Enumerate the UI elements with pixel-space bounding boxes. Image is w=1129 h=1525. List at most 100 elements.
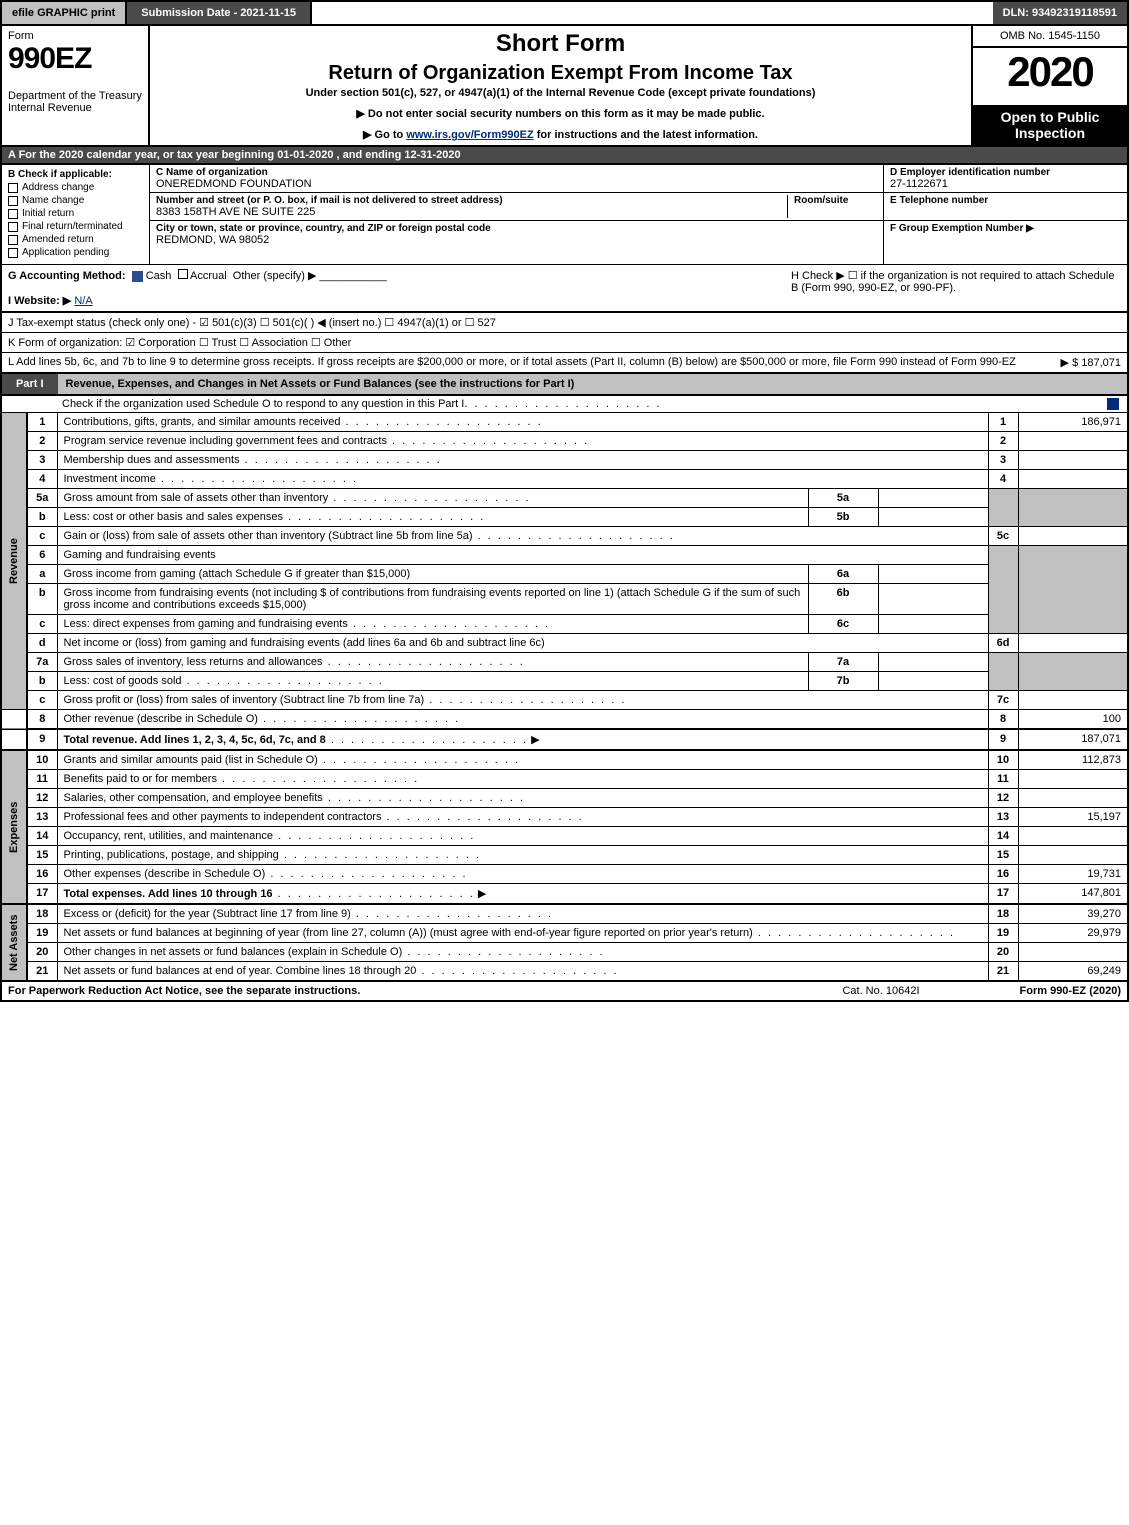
sub-amt (878, 489, 988, 508)
org-name: ONEREDMOND FOUNDATION (156, 178, 877, 190)
chk-application-pending[interactable]: Application pending (8, 247, 143, 258)
row-a-taxyear: A For the 2020 calendar year, or tax yea… (0, 147, 1129, 165)
chk-final-return[interactable]: Final return/terminated (8, 221, 143, 232)
line-amt: 15,197 (1018, 808, 1128, 827)
l-text: L Add lines 5b, 6c, and 7b to line 9 to … (8, 356, 1053, 369)
line-text: Net assets or fund balances at beginning… (57, 924, 988, 943)
arrow-icon: ▶ (478, 888, 486, 900)
line-num: 3 (27, 451, 57, 470)
line-text: Other changes in net assets or fund bala… (57, 943, 988, 962)
line-box: 19 (988, 924, 1018, 943)
line-text: Total revenue. Add lines 1, 2, 3, 4, 5c,… (57, 729, 988, 750)
line-amt (1018, 451, 1128, 470)
chk-amended-return[interactable]: Amended return (8, 234, 143, 245)
line-amt: 19,731 (1018, 865, 1128, 884)
line-amt (1018, 634, 1128, 653)
org-city: REDMOND, WA 98052 (156, 234, 877, 246)
f-group-cell: F Group Exemption Number ▶ (884, 221, 1127, 248)
gray-cell (1018, 546, 1128, 634)
submission-date-button[interactable]: Submission Date - 2021-11-15 (127, 2, 312, 24)
line-box: 13 (988, 808, 1018, 827)
footer-formid: Form 990-EZ (2020) (1020, 985, 1121, 997)
line-amt (1018, 470, 1128, 489)
line-text: Less: cost of goods sold (57, 672, 808, 691)
short-form-title: Short Form (158, 30, 963, 58)
footer-catno: Cat. No. 10642I (842, 985, 919, 997)
line-box: 20 (988, 943, 1018, 962)
sub-box: 6c (808, 615, 878, 634)
h-schedule-b: H Check ▶ ☐ if the organization is not r… (791, 269, 1121, 307)
goto-suffix: for instructions and the latest informat… (534, 129, 758, 141)
form-header: Form 990EZ Department of the Treasury In… (0, 26, 1129, 147)
ein-value: 27-1122671 (890, 178, 1121, 190)
line-amt (1018, 846, 1128, 865)
sub-amt (878, 508, 988, 527)
chk-initial-return[interactable]: Initial return (8, 208, 143, 219)
line-num: b (27, 508, 57, 527)
line-num: 9 (27, 729, 57, 750)
checkbox-icon[interactable] (178, 269, 188, 279)
d-label: D Employer identification number (890, 167, 1121, 178)
gray-cell (988, 653, 1018, 691)
l-amount: ▶ $ 187,071 (1053, 356, 1121, 369)
line-box: 15 (988, 846, 1018, 865)
line-amt (1018, 827, 1128, 846)
checkbox-icon (8, 222, 18, 232)
part1-title: Revenue, Expenses, and Changes in Net As… (58, 374, 1127, 394)
chk-name-change[interactable]: Name change (8, 195, 143, 206)
line-num: 6 (27, 546, 57, 565)
line-amt: 29,979 (1018, 924, 1128, 943)
line-text: Occupancy, rent, utilities, and maintena… (57, 827, 988, 846)
line-amt: 69,249 (1018, 962, 1128, 982)
line-text: Gain or (loss) from sale of assets other… (57, 527, 988, 546)
line-box: 4 (988, 470, 1018, 489)
form-number: 990EZ (8, 42, 142, 76)
gh-row: G Accounting Method: Cash Accrual Other … (0, 264, 1129, 313)
line-num: b (27, 672, 57, 691)
top-bar: efile GRAPHIC print Submission Date - 20… (0, 0, 1129, 26)
part1-header: Part I Revenue, Expenses, and Changes in… (0, 374, 1129, 396)
website-link[interactable]: N/A (74, 295, 92, 307)
gray-cell (1018, 653, 1128, 691)
g-accounting: G Accounting Method: Cash Accrual Other … (8, 269, 791, 307)
room-label: Room/suite (794, 195, 877, 206)
sub-box: 7b (808, 672, 878, 691)
line-amt (1018, 691, 1128, 710)
form-word: Form (8, 30, 142, 42)
line-amt: 147,801 (1018, 884, 1128, 905)
line-num: 8 (27, 710, 57, 730)
col-d-ein: D Employer identification number 27-1122… (883, 165, 1127, 264)
line-amt: 112,873 (1018, 750, 1128, 770)
line-text: Less: direct expenses from gaming and fu… (57, 615, 808, 634)
c-city-cell: City or town, state or province, country… (150, 221, 883, 248)
line-num: 11 (27, 770, 57, 789)
bcdef-block: B Check if applicable: Address change Na… (0, 165, 1129, 264)
page-footer: For Paperwork Reduction Act Notice, see … (0, 982, 1129, 1002)
efile-print-button[interactable]: efile GRAPHIC print (2, 2, 127, 24)
irs-link[interactable]: www.irs.gov/Form990EZ (406, 129, 533, 141)
part1-subline: Check if the organization used Schedule … (0, 396, 1129, 412)
chk-address-change[interactable]: Address change (8, 182, 143, 193)
goto-prefix: ▶ Go to (363, 129, 406, 141)
part1-table: Revenue 1 Contributions, gifts, grants, … (0, 412, 1129, 982)
checkbox-icon (8, 235, 18, 245)
line-num: 17 (27, 884, 57, 905)
line-num: 7a (27, 653, 57, 672)
line-num: 10 (27, 750, 57, 770)
line-num: c (27, 691, 57, 710)
gray-cell (1018, 489, 1128, 527)
line-box: 9 (988, 729, 1018, 750)
f-label: F Group Exemption Number ▶ (890, 223, 1121, 234)
sub-box: 6b (808, 584, 878, 615)
subtitle: Under section 501(c), 527, or 4947(a)(1)… (158, 87, 963, 99)
header-mid: Short Form Return of Organization Exempt… (150, 26, 971, 145)
line-text: Benefits paid to or for members (57, 770, 988, 789)
line-text: Gross income from fundraising events (no… (57, 584, 808, 615)
l-gross-receipts: L Add lines 5b, 6c, and 7b to line 9 to … (0, 352, 1129, 374)
line-num: 13 (27, 808, 57, 827)
dln-label: DLN: 93492319118591 (993, 2, 1127, 24)
checkbox-icon (8, 196, 18, 206)
line-box: 5c (988, 527, 1018, 546)
b-label: B Check if applicable: (8, 169, 143, 180)
sub-amt (878, 653, 988, 672)
